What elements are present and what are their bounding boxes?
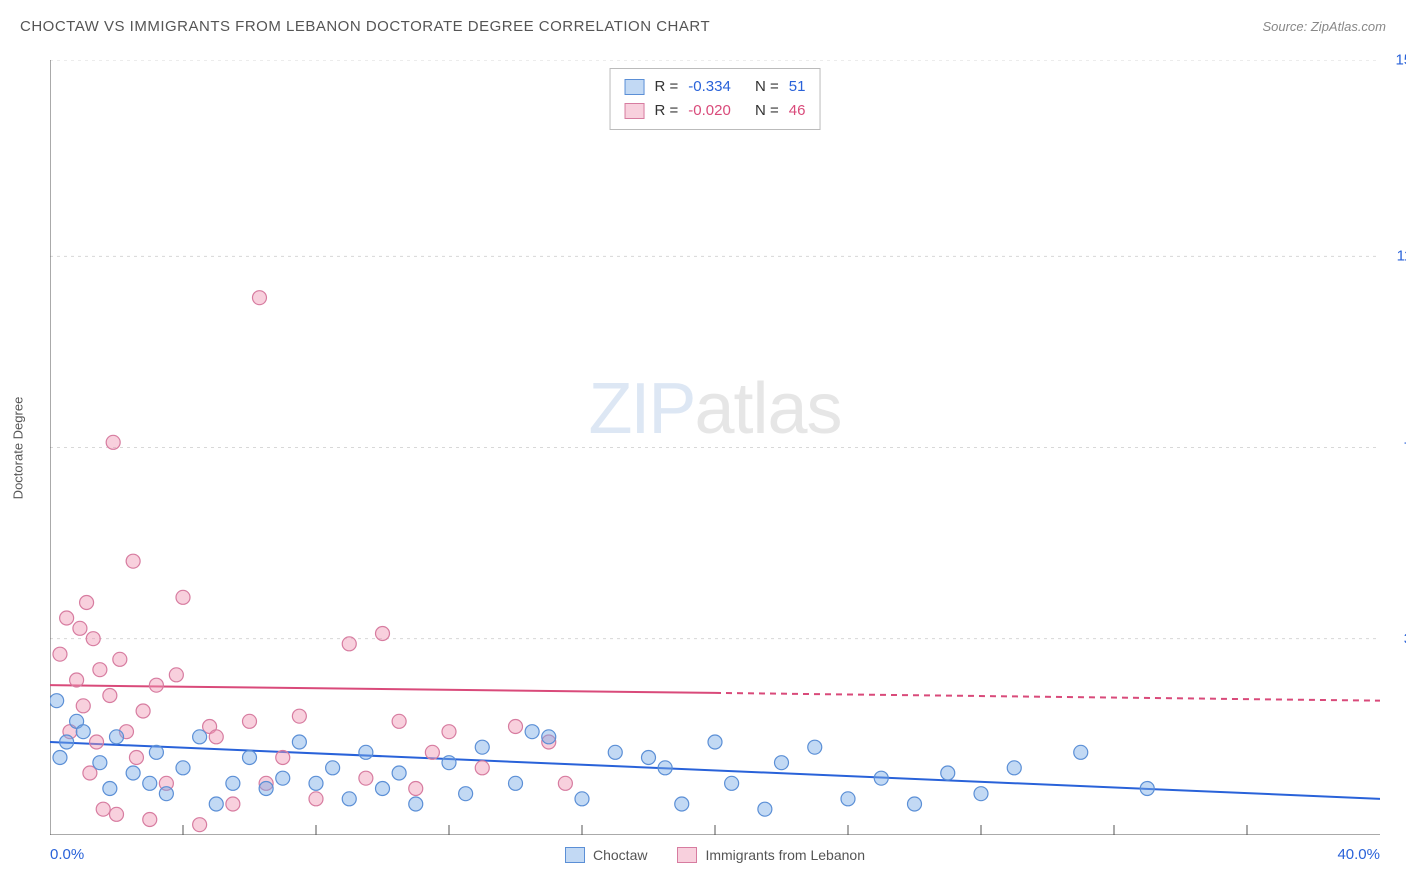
source-name: ZipAtlas.com xyxy=(1311,19,1386,34)
r-value-pink: -0.020 xyxy=(688,99,731,123)
stats-row-pink: R = -0.020 N = 46 xyxy=(625,99,806,123)
chart-title: CHOCTAW VS IMMIGRANTS FROM LEBANON DOCTO… xyxy=(20,18,710,35)
legend-label-blue: Choctaw xyxy=(593,847,647,863)
n-label-blue: N = xyxy=(755,75,779,99)
y-axis-label: Doctorate Degree xyxy=(11,396,26,499)
legend-label-pink: Immigrants from Lebanon xyxy=(705,847,865,863)
y-tick-label: 11.2% xyxy=(1397,248,1406,265)
legend-swatch-blue xyxy=(565,847,585,863)
stats-row-blue: R = -0.334 N = 51 xyxy=(625,75,806,99)
n-value-pink: 46 xyxy=(789,99,806,123)
legend-item-pink: Immigrants from Lebanon xyxy=(677,847,865,863)
chart-container: Doctorate Degree ZIPatlas R = -0.334 N =… xyxy=(50,60,1380,835)
scatter-plot xyxy=(50,60,1380,835)
x-axis-min-label: 0.0% xyxy=(50,846,84,863)
n-label-pink: N = xyxy=(755,99,779,123)
n-value-blue: 51 xyxy=(789,75,806,99)
swatch-pink xyxy=(625,103,645,119)
r-label-pink: R = xyxy=(655,99,679,123)
r-value-blue: -0.334 xyxy=(688,75,731,99)
legend-item-blue: Choctaw xyxy=(565,847,647,863)
stats-legend-box: R = -0.334 N = 51 R = -0.020 N = 46 xyxy=(610,68,821,130)
r-label-blue: R = xyxy=(655,75,679,99)
source-attribution: Source: ZipAtlas.com xyxy=(1262,19,1386,34)
y-tick-label: 15.0% xyxy=(1395,52,1406,69)
x-axis-max-label: 40.0% xyxy=(1337,846,1380,863)
bottom-legend: Choctaw Immigrants from Lebanon xyxy=(565,847,865,863)
legend-swatch-pink xyxy=(677,847,697,863)
swatch-blue xyxy=(625,79,645,95)
source-prefix: Source: xyxy=(1262,19,1310,34)
